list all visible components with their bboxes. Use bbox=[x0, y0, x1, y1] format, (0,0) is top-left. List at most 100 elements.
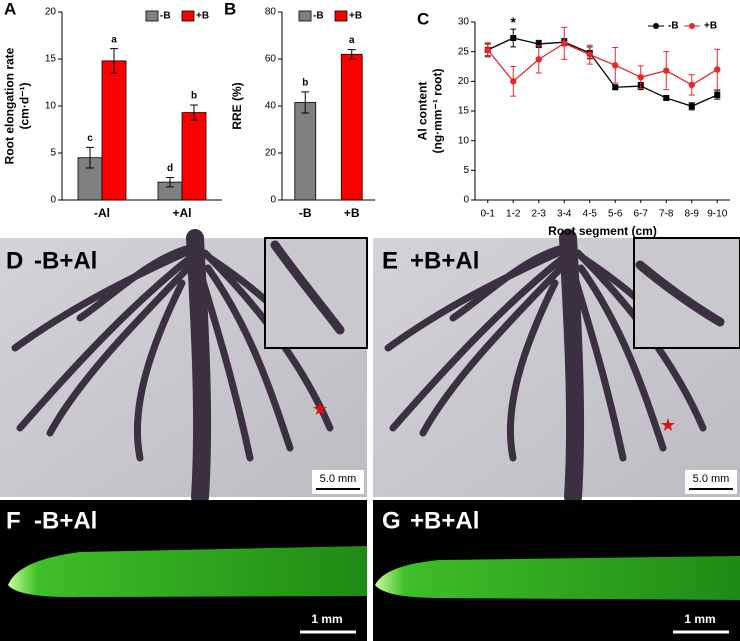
legend-label: -B bbox=[313, 11, 324, 22]
x-axis-label: Root segment (cm) bbox=[548, 224, 657, 238]
bar bbox=[294, 102, 317, 201]
y-tick-label: 60 bbox=[265, 54, 277, 65]
y-tick-label: 20 bbox=[265, 148, 277, 159]
x-tick-label: +Al bbox=[172, 206, 191, 220]
error-bar bbox=[301, 91, 310, 114]
panel-letter: B bbox=[224, 0, 236, 18]
legend-swatch bbox=[145, 10, 159, 22]
panel-label: D bbox=[6, 247, 23, 274]
panel-letter: C bbox=[417, 9, 429, 28]
scale-label: 5.0 mm bbox=[320, 473, 357, 485]
line bbox=[487, 42, 718, 86]
panel-d: ★ 5.0 mm D -B+Al bbox=[0, 238, 368, 497]
y-tick-label: 0 bbox=[463, 195, 469, 206]
y-axis-label: RRE (%) bbox=[230, 82, 244, 129]
root-fluorescence bbox=[375, 556, 740, 600]
x-tick-label: -B bbox=[299, 206, 312, 220]
star: ★ bbox=[312, 399, 328, 419]
x-tick-label: 7-8 bbox=[659, 209, 674, 220]
marker bbox=[688, 81, 695, 89]
x-tick-label: 2-3 bbox=[532, 209, 547, 220]
y-tick-label: 30 bbox=[458, 17, 470, 28]
x-tick-label: 9-10 bbox=[707, 209, 727, 220]
root-fluorescence bbox=[8, 546, 367, 598]
inset-root bbox=[635, 260, 725, 327]
panel-label: E bbox=[382, 247, 398, 274]
significance-letter: b bbox=[191, 91, 197, 102]
significance-letter: a bbox=[111, 34, 117, 45]
error-bar bbox=[190, 104, 198, 121]
y-tick-label: 0 bbox=[50, 195, 56, 206]
star: ★ bbox=[660, 415, 676, 435]
error-bar bbox=[86, 146, 94, 169]
marker bbox=[663, 67, 670, 74]
panel-letter: A bbox=[4, 0, 16, 18]
error-bar bbox=[110, 48, 118, 74]
marker bbox=[688, 103, 695, 110]
marker bbox=[535, 56, 542, 63]
x-tick-label: +B bbox=[344, 206, 360, 220]
inset-root bbox=[270, 240, 345, 335]
error-bar bbox=[347, 49, 356, 60]
x-tick-label: 1-2 bbox=[506, 209, 521, 220]
y-tick-label: 15 bbox=[458, 106, 470, 117]
marker bbox=[663, 94, 670, 101]
bar bbox=[181, 112, 207, 201]
significance-letter: a bbox=[349, 35, 355, 46]
y-tick-label: 20 bbox=[458, 76, 470, 87]
photo-title: -B+Al bbox=[34, 507, 97, 534]
y-tick-label: 5 bbox=[463, 165, 469, 176]
y-axis-label: Root elongation rate bbox=[3, 47, 17, 164]
marker bbox=[535, 40, 542, 47]
x-tick-label: 5-6 bbox=[608, 209, 623, 220]
panel-label: F bbox=[6, 507, 21, 534]
y-tick-label: 40 bbox=[265, 101, 277, 112]
error-bar bbox=[166, 176, 174, 188]
panel-g: G +B+Al 1 mm bbox=[373, 500, 740, 641]
annotation: * bbox=[511, 14, 517, 30]
photo-title: +B+Al bbox=[410, 247, 479, 274]
legend-label: -B bbox=[668, 21, 679, 32]
line bbox=[487, 37, 718, 107]
x-tick-label: 6-7 bbox=[634, 209, 649, 220]
marker bbox=[612, 84, 619, 91]
scale-label: 1 mm bbox=[311, 612, 342, 626]
y-tick-label: 0 bbox=[270, 195, 276, 206]
marker bbox=[612, 62, 619, 69]
y-axis-label: (ng·mm⁻¹ root) bbox=[431, 69, 445, 154]
y-axis-label: Al content bbox=[416, 82, 430, 141]
y-tick-label: 25 bbox=[458, 46, 470, 57]
legend-label: +B bbox=[704, 21, 717, 32]
photo-title: +B+Al bbox=[410, 507, 479, 534]
marker bbox=[510, 35, 517, 42]
y-tick-label: 20 bbox=[45, 7, 57, 18]
marker bbox=[714, 66, 721, 73]
y-tick-label: 80 bbox=[265, 7, 277, 18]
marker bbox=[714, 91, 721, 98]
legend-label: +B bbox=[196, 11, 209, 22]
x-tick-label: 0-1 bbox=[481, 209, 496, 220]
marker bbox=[637, 73, 644, 81]
marker bbox=[586, 51, 593, 58]
scale-label: 1 mm bbox=[684, 612, 715, 626]
y-tick-label: 10 bbox=[458, 135, 470, 146]
inset bbox=[633, 237, 740, 349]
scale-label: 5.0 mm bbox=[693, 473, 730, 485]
y-tick-label: 5 bbox=[50, 148, 56, 159]
marker bbox=[510, 78, 517, 85]
significance-letter: d bbox=[167, 163, 173, 174]
legend-swatch bbox=[181, 10, 195, 22]
y-axis-label: (cm·d⁻¹) bbox=[18, 83, 32, 130]
marker bbox=[484, 46, 491, 54]
panel-f: F -B+Al 1 mm bbox=[0, 500, 367, 641]
legend-swatch bbox=[298, 10, 312, 22]
x-tick-label: 4-5 bbox=[583, 209, 598, 220]
y-tick-label: 15 bbox=[45, 54, 57, 65]
y-tick-label: 10 bbox=[45, 101, 57, 112]
x-tick-label: 3-4 bbox=[557, 209, 572, 220]
significance-letter: c bbox=[87, 133, 93, 144]
x-tick-label: 8-9 bbox=[685, 209, 700, 220]
legend-swatch bbox=[653, 23, 659, 29]
